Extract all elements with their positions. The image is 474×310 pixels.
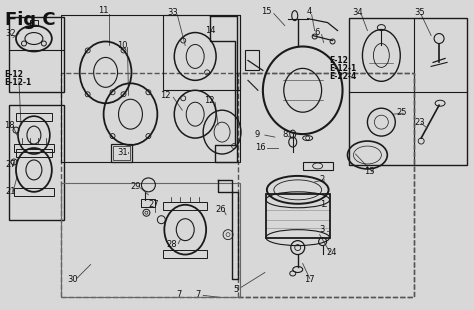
- Bar: [141, 199, 155, 207]
- Text: 4: 4: [307, 7, 312, 16]
- Bar: [164, 202, 207, 210]
- Text: 7: 7: [176, 290, 182, 299]
- Bar: [16, 113, 52, 121]
- Bar: [61, 15, 240, 162]
- Text: 2: 2: [319, 175, 325, 184]
- Text: E-12-1: E-12-1: [4, 78, 31, 87]
- Bar: [9, 17, 64, 92]
- Bar: [16, 149, 52, 157]
- Bar: [61, 73, 414, 297]
- Bar: [238, 73, 414, 297]
- Text: 30: 30: [68, 275, 78, 284]
- Text: 15: 15: [261, 7, 272, 16]
- Text: 31: 31: [118, 148, 128, 157]
- Text: 5: 5: [233, 285, 238, 294]
- Bar: [9, 105, 64, 220]
- Bar: [266, 194, 329, 238]
- Text: 12: 12: [204, 96, 215, 105]
- Text: Fig C: Fig C: [5, 11, 55, 29]
- Text: 24: 24: [327, 248, 337, 257]
- Text: 14: 14: [205, 26, 216, 35]
- Bar: [30, 20, 38, 26]
- Text: 35: 35: [414, 8, 425, 17]
- Bar: [110, 144, 132, 162]
- Text: 34: 34: [353, 8, 363, 17]
- Text: 8: 8: [283, 130, 288, 139]
- Text: E-12-1: E-12-1: [329, 64, 357, 73]
- Bar: [245, 51, 259, 70]
- Bar: [164, 15, 240, 90]
- Text: 6: 6: [315, 28, 320, 37]
- Text: 12: 12: [160, 91, 171, 100]
- Text: 11: 11: [98, 6, 108, 15]
- Text: 27: 27: [5, 161, 16, 170]
- Bar: [164, 250, 207, 258]
- Text: 9: 9: [255, 130, 260, 139]
- Text: 1: 1: [319, 200, 325, 209]
- Bar: [14, 144, 54, 152]
- Text: 25: 25: [396, 108, 407, 117]
- Text: E-12: E-12: [329, 56, 348, 65]
- Bar: [349, 18, 467, 165]
- Text: 29: 29: [130, 182, 141, 191]
- Text: 18: 18: [4, 121, 15, 130]
- Bar: [303, 162, 333, 170]
- Text: 26: 26: [215, 205, 226, 214]
- Text: 3: 3: [319, 225, 325, 234]
- Text: 13: 13: [365, 167, 375, 176]
- Bar: [14, 188, 54, 196]
- Text: 16: 16: [255, 143, 265, 152]
- Text: 10: 10: [118, 41, 128, 50]
- Bar: [112, 146, 130, 160]
- Text: 27: 27: [148, 200, 159, 209]
- Text: 32: 32: [5, 29, 16, 38]
- Text: 23: 23: [414, 118, 425, 127]
- Text: 21: 21: [5, 187, 16, 196]
- Text: 17: 17: [304, 275, 314, 284]
- Text: 28: 28: [166, 240, 177, 249]
- Bar: [61, 183, 240, 297]
- Text: 7: 7: [195, 290, 201, 299]
- Text: E-12: E-12: [4, 70, 23, 79]
- Text: E-22-4: E-22-4: [329, 72, 357, 81]
- Text: 33: 33: [167, 8, 178, 17]
